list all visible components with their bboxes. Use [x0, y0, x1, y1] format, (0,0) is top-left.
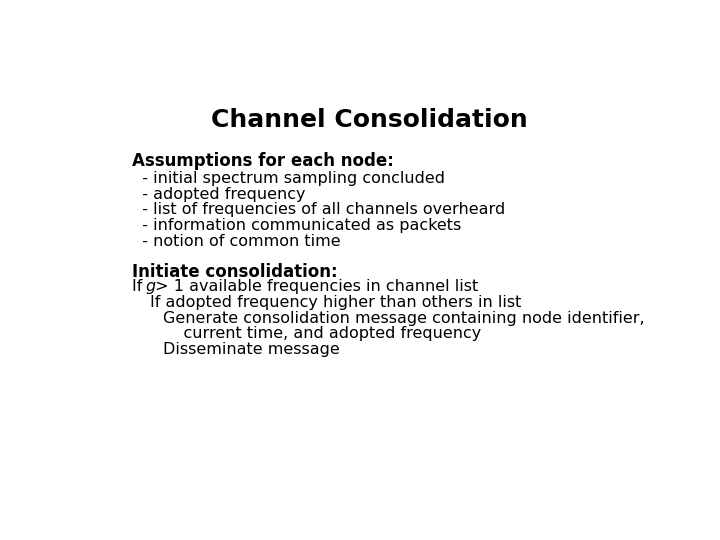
Text: - adopted frequency: - adopted frequency [132, 187, 305, 201]
Text: Assumptions for each node:: Assumptions for each node: [132, 152, 394, 170]
Text: current time, and adopted frequency: current time, and adopted frequency [163, 326, 481, 341]
Text: - information communicated as packets: - information communicated as packets [132, 218, 461, 233]
Text: Generate consolidation message containing node identifier,: Generate consolidation message containin… [163, 310, 644, 326]
Text: - initial spectrum sampling concluded: - initial spectrum sampling concluded [132, 171, 445, 186]
Text: If adopted frequency higher than others in list: If adopted frequency higher than others … [150, 295, 521, 310]
Text: - notion of common time: - notion of common time [132, 234, 341, 249]
Text: g: g [145, 279, 156, 294]
Text: Disseminate message: Disseminate message [163, 342, 339, 357]
Text: If: If [132, 279, 148, 294]
Text: Initiate consolidation:: Initiate consolidation: [132, 263, 338, 281]
Text: > 1 available frequencies in channel list: > 1 available frequencies in channel lis… [150, 279, 479, 294]
Text: - list of frequencies of all channels overheard: - list of frequencies of all channels ov… [132, 202, 505, 218]
Text: Channel Consolidation: Channel Consolidation [211, 109, 527, 132]
